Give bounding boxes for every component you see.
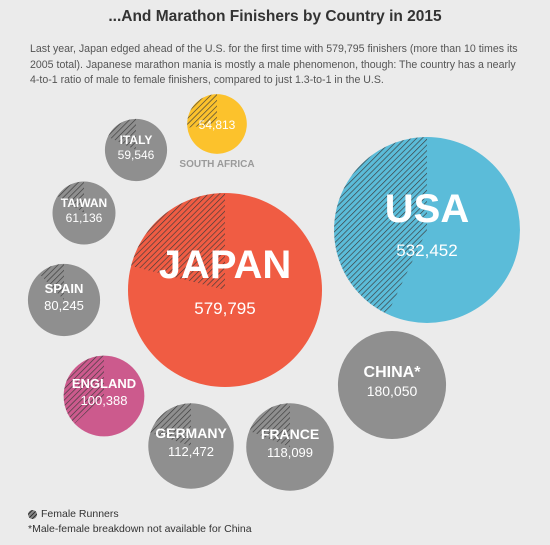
value-label-south-africa: 54,813 — [199, 118, 236, 132]
value-label-taiwan: 61,136 — [66, 211, 103, 225]
country-label-italy: ITALY — [120, 133, 153, 147]
value-label-usa: 532,452 — [396, 241, 457, 260]
country-label-south-africa: SOUTH AFRICA — [179, 159, 254, 170]
value-label-china: 180,050 — [367, 383, 418, 399]
value-label-spain: 80,245 — [44, 298, 84, 313]
female-share-sector-germany — [150, 403, 191, 446]
female-share-sector-italy — [107, 118, 136, 150]
female-share-sector-usa — [334, 137, 427, 315]
country-label-spain: SPAIN — [45, 281, 84, 296]
country-label-france: FRANCE — [261, 426, 319, 442]
country-label-taiwan: TAIWAN — [61, 196, 107, 210]
country-label-china: CHINA* — [364, 364, 422, 381]
bubble-china: CHINA* 180,050 — [337, 330, 447, 440]
bubble-germany: GERMANY 112,472 — [148, 403, 234, 489]
bubble-france: FRANCE 118,099 — [246, 403, 334, 491]
legend-label: Female Runners — [41, 508, 119, 520]
country-label-germany: GERMANY — [155, 425, 227, 441]
bubble-circle-china — [337, 330, 447, 440]
footnote: *Male-female breakdown not available for… — [28, 523, 252, 535]
hatch-swatch-icon — [28, 509, 37, 519]
country-label-usa: USA — [385, 187, 469, 231]
female-share-sector-taiwan — [57, 181, 84, 213]
value-label-italy: 59,546 — [118, 148, 155, 162]
value-label-england: 100,388 — [81, 393, 128, 408]
intro-paragraph: Last year, Japan edged ahead of the U.S.… — [30, 43, 518, 86]
country-label-england: ENGLAND — [72, 376, 136, 391]
chart-title: ...And Marathon Finishers by Country in … — [108, 8, 442, 25]
legend: Female Runners — [28, 508, 119, 520]
bubble-usa: USA 532,452 — [334, 137, 520, 323]
female-share-sector-england — [63, 355, 104, 424]
value-label-germany: 112,472 — [168, 444, 214, 459]
bubble-south-africa: 54,813 SOUTH AFRICA — [179, 94, 255, 170]
value-label-france: 118,099 — [267, 445, 313, 460]
bubble-japan: JAPAN 579,795 — [128, 193, 322, 387]
bubble-england: ENGLAND 100,388 — [63, 355, 145, 437]
country-label-japan: JAPAN — [159, 243, 292, 287]
value-label-japan: 579,795 — [194, 299, 255, 318]
female-share-sector-japan — [131, 193, 225, 290]
female-share-sector-south-africa — [187, 94, 217, 128]
female-share-sector-france — [249, 403, 290, 447]
bubble-spain: SPAIN 80,245 — [27, 263, 101, 337]
female-share-sector-spain — [39, 263, 64, 300]
